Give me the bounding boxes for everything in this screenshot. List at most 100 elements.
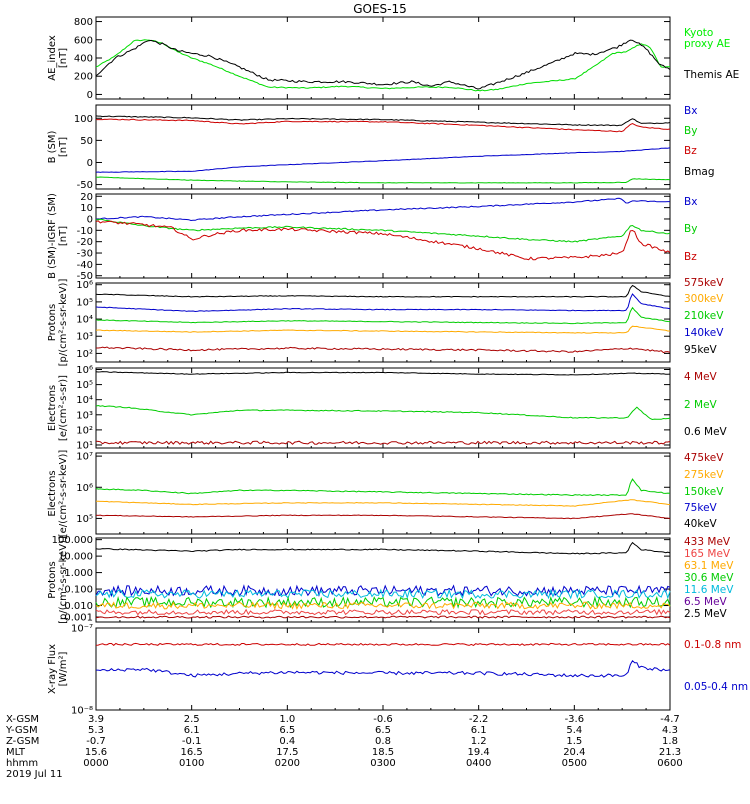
orbit-value-z: 0.8 <box>375 736 391 747</box>
y-tick-label: 800 <box>74 17 93 28</box>
panel-frame-electrons1 <box>95 367 671 449</box>
orbit-value-mlt: 15.6 <box>85 747 107 758</box>
orbit-value-y: 5.4 <box>566 725 582 736</box>
orbit-value-hhmm: 0100 <box>179 758 204 769</box>
legend-label: 140keV <box>684 327 724 339</box>
y-axis-label: Protons <box>47 304 58 341</box>
legend-label: 75keV <box>684 502 718 514</box>
legend-label: 40keV <box>684 518 718 530</box>
series-line-protons2-63-1-MeV <box>95 601 671 610</box>
legend-label: 165 MeV <box>684 548 731 560</box>
legend-label: 150keV <box>684 486 724 498</box>
legend-label: 275keV <box>684 469 724 481</box>
legend-label: 210keV <box>684 310 724 322</box>
series-line-protons2-2-5-MeV <box>95 541 671 555</box>
y-axis-unit: [nT] <box>58 226 69 246</box>
y-tick-label: 0.001 <box>64 613 93 624</box>
legend-label: 433 MeV <box>684 536 731 548</box>
series-line-bsm-Bz <box>96 118 671 133</box>
y-tick-label: 10⁶ <box>76 280 93 291</box>
legend-label: 95keV <box>684 344 718 356</box>
orbit-value-y: 4.3 <box>662 725 678 736</box>
legend-label: Bz <box>684 251 697 263</box>
y-tick-label: 10⁴ <box>76 395 93 406</box>
series-line-electrons1-4-MeV <box>95 440 671 445</box>
y-tick-label: 10³ <box>76 332 93 343</box>
legend-label: proxy AE <box>684 38 730 50</box>
legend-label: Bmag <box>684 166 715 178</box>
orbit-value-z: 0.4 <box>279 736 295 747</box>
y-axis-unit: [nT] <box>58 137 69 157</box>
y-tick-label: 10² <box>76 425 93 436</box>
orbit-value-mlt: 19.4 <box>468 747 490 758</box>
legend-label: Bx <box>684 196 697 208</box>
orbit-row-label: Y-GSM <box>5 725 38 736</box>
legend-label: 4 MeV <box>684 371 718 383</box>
y-tick-label: 0 <box>87 158 93 169</box>
y-tick-label: 600 <box>74 35 93 46</box>
orbit-value-z: 1.8 <box>662 736 678 747</box>
legend-label: 2 MeV <box>684 399 718 411</box>
orbit-value-x: -3.6 <box>565 714 585 725</box>
series-line-bigrf-Bz <box>95 220 671 261</box>
series-line-bsm-Bmag <box>95 115 671 127</box>
orbit-value-y: 6.5 <box>279 725 295 736</box>
orbit-value-mlt: 21.3 <box>659 747 681 758</box>
y-tick-label: 10⁶ <box>76 365 93 376</box>
orbit-value-y: 5.3 <box>88 725 104 736</box>
y-tick-label: 10⁷ <box>76 452 93 463</box>
legend-label: Bz <box>684 145 697 157</box>
orbit-value-hhmm: 0600 <box>657 758 682 769</box>
series-line-protons2-165-MeV <box>95 608 671 616</box>
orbit-row-label: MLT <box>6 747 26 758</box>
series-line-bigrf-Bx <box>95 197 670 222</box>
y-axis-label: B (SM) <box>47 130 58 163</box>
y-tick-label: 10⁵ <box>76 514 93 525</box>
panel-frame-bigrf <box>95 193 671 279</box>
orbit-value-hhmm: 0200 <box>275 758 300 769</box>
series-line-protons1-140keV <box>95 293 671 313</box>
orbit-value-hhmm: 0500 <box>562 758 587 769</box>
legend-label: 2.5 MeV <box>684 608 728 620</box>
y-axis-unit: [nT] <box>58 48 69 68</box>
orbit-value-z: -0.7 <box>86 736 106 747</box>
orbit-value-x: 2.5 <box>184 714 200 725</box>
orbit-row-label: Z-GSM <box>6 736 39 747</box>
legend-label: 6.5 MeV <box>684 596 728 608</box>
y-axis-label: X-ray Flux <box>47 644 58 694</box>
series-line-protons2-30-6-MeV <box>95 595 671 609</box>
orbit-row-label: 2019 Jul 11 <box>6 769 63 780</box>
series-line-electrons2-150keV <box>95 478 671 497</box>
legend-label: 11.6 MeV <box>684 584 734 596</box>
legend-label: 30.6 MeV <box>684 572 734 584</box>
y-axis-label: AE_index <box>47 35 58 81</box>
y-tick-label: 10⁵ <box>76 380 93 391</box>
y-axis-unit: [p/(cm²-s-sr-keV)] <box>58 536 69 624</box>
y-tick-label: 100.000 <box>52 535 93 546</box>
y-tick-label: 10¹ <box>76 440 93 451</box>
orbit-value-y: 6.5 <box>375 725 391 736</box>
orbit-value-x: 3.9 <box>88 714 104 725</box>
panel-frame-electrons2 <box>95 452 671 535</box>
legend-label: 300keV <box>684 293 724 305</box>
y-tick-label: 0 <box>87 90 93 101</box>
orbit-value-x: -2.2 <box>469 714 489 725</box>
orbit-value-y: 6.1 <box>184 725 200 736</box>
y-axis-unit: [W/m²] <box>58 651 69 686</box>
orbit-value-mlt: 20.4 <box>563 747 585 758</box>
y-axis-unit: [p/(cm²-s-sr-keV)] <box>58 279 69 367</box>
orbit-value-hhmm: 0300 <box>370 758 395 769</box>
series-line-ae-Themis-AE <box>95 39 671 90</box>
legend-label: By <box>684 223 697 235</box>
series-line-protons1-95keV <box>95 284 671 298</box>
orbit-value-mlt: 16.5 <box>181 747 203 758</box>
y-tick-label: -50 <box>77 180 93 191</box>
series-line-bsm-Bx <box>95 147 671 173</box>
y-tick-label: 0.100 <box>64 585 93 596</box>
y-axis-unit: [e/(cm²-s-sr-keV)] <box>58 450 69 538</box>
panel-frame-xray <box>95 627 671 711</box>
series-line-protons2-433-MeV <box>95 615 671 619</box>
series-line-electrons2-275keV <box>96 499 671 507</box>
y-tick-label: 10³ <box>76 410 93 421</box>
y-tick-label: -30 <box>77 249 93 260</box>
